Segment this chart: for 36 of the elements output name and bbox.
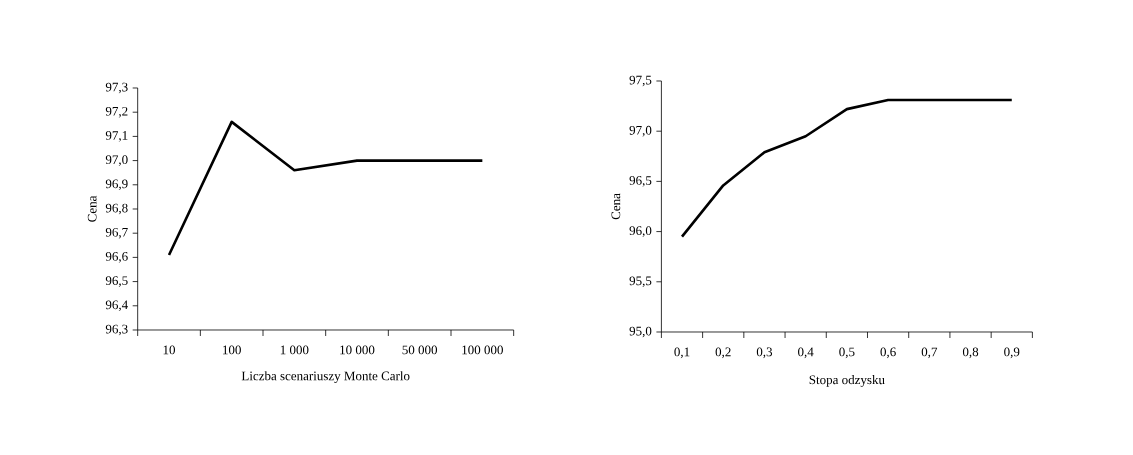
y-tick-label: 97,5 — [629, 75, 652, 87]
y-tick-label: 96,6 — [105, 252, 128, 263]
y-tick-label: 96,5 — [105, 276, 128, 287]
x-tick-label: 1 000 — [280, 345, 309, 355]
y-tick-label: 96,8 — [105, 203, 128, 215]
x-tick-label: 10 — [163, 345, 176, 355]
y-tick-label: 96,7 — [105, 227, 128, 239]
x-axis-title: Liczba scenariuszy Monte Carlo — [241, 371, 410, 383]
x-tick-label: 100 000 — [462, 345, 503, 355]
y-tick-label: 97,3 — [105, 82, 128, 94]
y-tick-label: 97,0 — [629, 125, 652, 137]
x-tick-label: 10 000 — [340, 345, 375, 355]
x-tick-label: 100 — [223, 345, 241, 355]
y-axis-title: Cena — [87, 195, 97, 222]
y-tick-label: 96,5 — [629, 176, 652, 187]
x-tick-label: 0,8 — [962, 347, 979, 359]
x-tick-label: 0,6 — [880, 347, 896, 359]
y-tick-label: 97,2 — [105, 106, 128, 118]
y-tick-label: 95,5 — [629, 276, 652, 288]
y-axis-title: Cena — [611, 193, 621, 220]
x-tick-label: 50 000 — [402, 345, 438, 355]
x-tick-label: 0,4 — [798, 347, 814, 359]
x-axis-title: Stopa odzysku — [809, 375, 885, 387]
y-tick-label: 97,0 — [105, 155, 128, 166]
y-tick-label: 95,0 — [629, 326, 652, 338]
y-tick-label: 96,9 — [105, 179, 128, 191]
x-tick-label: 0,9 — [1004, 347, 1020, 359]
y-tick-label: 96,3 — [105, 324, 128, 336]
y-tick-label: 97,1 — [105, 131, 128, 142]
x-tick-label: 0,5 — [839, 347, 855, 359]
x-tick-label: 0,2 — [715, 347, 731, 359]
y-tick-label: 96,0 — [629, 226, 652, 237]
x-tick-label: 0,7 — [921, 347, 938, 359]
y-tick-label: 96,4 — [105, 300, 128, 312]
x-tick-label: 0,3 — [756, 347, 773, 359]
x-tick-label: 0,1 — [674, 347, 690, 359]
